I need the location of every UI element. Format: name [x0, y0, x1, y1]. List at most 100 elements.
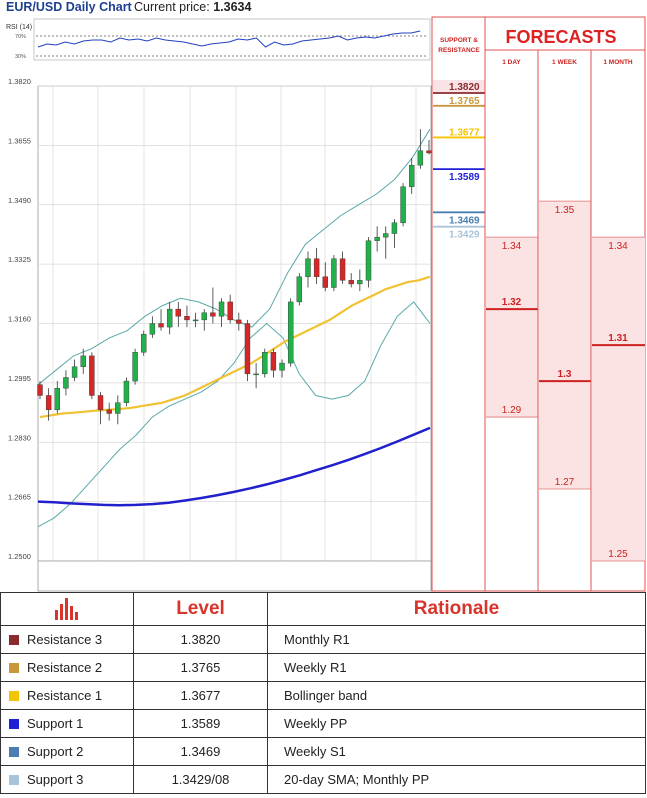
candle-body — [37, 384, 43, 396]
rsi-label: RSI (14) — [6, 24, 32, 31]
row-level: 1.3469 — [133, 737, 268, 766]
candle-body — [262, 352, 268, 375]
x-axis-strip — [37, 560, 432, 592]
sma-long-line — [37, 426, 431, 507]
bollinger-lower-line — [37, 301, 431, 528]
table-row: Resistance 2 1.3765 Weekly R1 — [0, 653, 646, 682]
sr-level-label: 1.3429 — [449, 230, 480, 241]
rsi-level-70: 70% — [15, 34, 26, 40]
candle-body — [244, 323, 251, 375]
forecast-upper-label: 1.34 — [608, 241, 628, 252]
candle-body — [210, 312, 216, 317]
rsi-level-30: 30% — [15, 54, 26, 60]
candle-body — [184, 316, 190, 321]
table-row: Resistance 1 1.3677 Bollinger band — [0, 681, 646, 710]
candle-body — [296, 276, 303, 303]
candle-body — [218, 301, 225, 317]
swatch-s2 — [9, 747, 19, 757]
row-rationale: Weekly R1 — [267, 653, 646, 682]
forecast-upper-label: 1.35 — [555, 205, 575, 216]
sr-level-label: 1.3589 — [449, 172, 480, 183]
candle-body — [80, 355, 86, 367]
candle-body — [175, 308, 182, 317]
candle-body — [383, 233, 389, 238]
forecast-mid-label: 1.31 — [608, 333, 628, 344]
candle-body — [192, 319, 199, 322]
candle-body — [236, 319, 242, 324]
forecast-range-week — [539, 201, 591, 490]
row-rationale: Monthly R1 — [267, 625, 646, 654]
candle-body — [400, 186, 406, 223]
candle-body — [279, 362, 285, 371]
y-tick-label: 1.3160 — [8, 315, 31, 324]
forecast-column-label: 1 WEEK — [552, 59, 577, 66]
row-level: 1.3820 — [133, 625, 268, 654]
candle-body — [426, 150, 432, 154]
candle-body — [201, 312, 207, 321]
candle-body — [270, 352, 277, 371]
row-label: Resistance 2 — [27, 660, 103, 675]
table-row: Support 2 1.3469 Weekly S1 — [0, 737, 646, 766]
candle-body — [417, 150, 424, 166]
candle-body — [409, 164, 415, 187]
candle-body — [331, 258, 337, 288]
candle-body — [305, 258, 311, 277]
sr-level-label: 1.3469 — [449, 215, 480, 226]
candle-body — [89, 355, 95, 396]
swatch-r2 — [9, 663, 19, 673]
candle-body — [322, 276, 328, 288]
candle-body — [71, 366, 78, 378]
eurusd-chart: RSI (14) 70% 30% 1.3820 1.3655 1.3490 1.3325 1.… — [6, 16, 646, 592]
bar-chart-icon — [0, 592, 134, 626]
row-level: 1.3589 — [133, 709, 268, 738]
candle-body — [106, 409, 112, 414]
candle-body — [391, 222, 398, 234]
forecast-lower-label: 1.27 — [555, 477, 575, 488]
forecast-column-label: 1 DAY — [502, 59, 521, 66]
forecast-lower-label: 1.29 — [502, 405, 522, 416]
row-rationale: Weekly PP — [267, 709, 646, 738]
sr-level-label: 1.3820 — [449, 82, 480, 93]
candle-body — [54, 388, 60, 411]
candle-body — [253, 373, 259, 376]
y-tick-label: 1.2500 — [8, 552, 31, 561]
sr-level-highlight — [433, 80, 485, 93]
row-label: Support 2 — [27, 744, 84, 759]
forecast-lower-label: 1.25 — [608, 549, 628, 560]
table-row: Resistance 3 1.3820 Monthly R1 — [0, 625, 646, 654]
forecast-range-day — [486, 237, 538, 418]
row-level: 1.3677 — [133, 681, 268, 710]
forecast-range-month — [592, 237, 645, 562]
candle-body — [365, 240, 372, 281]
candle-body — [123, 380, 130, 403]
forecast-mid-label: 1.32 — [502, 297, 522, 308]
table-row: Support 1 1.3589 Weekly PP — [0, 709, 646, 738]
bollinger-upper-line — [37, 128, 431, 386]
candle-body — [132, 352, 138, 382]
forecast-title: FORECASTS — [505, 27, 616, 47]
rsi-curve — [37, 30, 421, 48]
row-rationale: 20-day SMA; Monthly PP — [267, 765, 646, 794]
sma-short-line — [39, 275, 431, 419]
candle-body — [158, 323, 164, 328]
forecast-column-label: 1 MONTH — [603, 59, 633, 66]
sr-column — [431, 16, 486, 592]
candle-body — [339, 258, 346, 281]
y-tick-label: 1.3490 — [8, 196, 31, 205]
price-value: 1.3634 — [213, 0, 252, 14]
candle-body — [45, 395, 52, 411]
row-label: Support 3 — [27, 772, 84, 787]
row-rationale: Weekly S1 — [267, 737, 646, 766]
candle-body — [227, 301, 233, 321]
y-tick-label: 1.2665 — [8, 493, 31, 502]
y-tick-label: 1.3325 — [8, 255, 31, 264]
candle-body — [374, 236, 380, 241]
y-tick-label: 1.2830 — [8, 433, 31, 442]
row-level: 1.3765 — [133, 653, 268, 682]
swatch-r3 — [9, 635, 19, 645]
chart-area: EUR/USD Daily Chart Current price: 1.363… — [6, 0, 646, 592]
row-level: 1.3429/08 — [133, 765, 268, 794]
sr-header-line2: RESISTANCE — [438, 47, 480, 54]
swatch-s1 — [9, 719, 19, 729]
y-tick-label: 1.3820 — [8, 77, 31, 86]
